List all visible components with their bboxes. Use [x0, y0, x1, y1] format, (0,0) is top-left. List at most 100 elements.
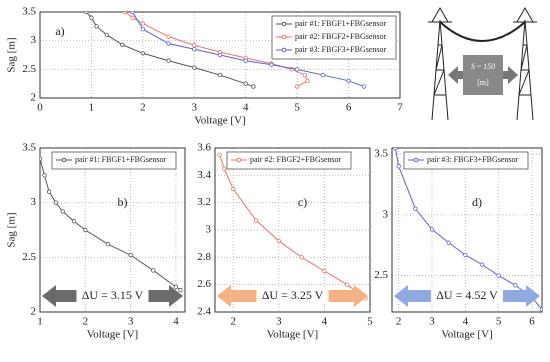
data-point: [294, 67, 300, 72]
data-point: [192, 47, 197, 52]
annotation-box: [431, 289, 503, 303]
x-tick-label: 6: [529, 316, 535, 328]
data-point: [302, 72, 308, 78]
x-tick-label: 7: [397, 102, 403, 114]
legend-marker: [413, 157, 419, 163]
data-point: [294, 84, 300, 89]
x-tick-label: 4: [322, 316, 328, 328]
data-point: [120, 42, 125, 47]
data-point: [479, 262, 485, 267]
plot-frame: [391, 147, 543, 313]
data-point: [251, 84, 256, 89]
x-tick-label: 2: [396, 316, 402, 328]
data-point: [269, 62, 274, 67]
x-tick-label: 6: [346, 102, 352, 114]
data-point: [130, 12, 135, 15]
y-tick-label: 3.5: [22, 142, 36, 154]
plot-area: [84, 12, 367, 89]
series-line: [219, 154, 366, 299]
annotation: ΔU = 3.15 V: [82, 288, 144, 302]
data-point: [71, 219, 77, 224]
legend-entry: pair #2: FBGF2+FBGsensor: [250, 155, 342, 164]
plot-frame: [39, 147, 186, 313]
annotation-box: [256, 289, 329, 303]
legend-entry: pair #1: FBGF1+FBGsensor: [295, 19, 387, 28]
panel-label: d): [472, 195, 482, 209]
data-point: [305, 78, 310, 83]
series-line: [394, 148, 542, 310]
y-tick-label: 2: [31, 306, 37, 318]
data-point: [140, 21, 146, 26]
span-label: S ~ 150: [471, 62, 495, 71]
legend-box: [51, 151, 177, 170]
panel-label: b): [118, 195, 128, 209]
x-tick-label: 3: [429, 316, 435, 328]
x-tick-label: 2: [83, 316, 89, 328]
data-point: [243, 58, 248, 63]
legend-marker: [61, 157, 67, 163]
x-axis-label: Voltage [V]: [441, 329, 492, 341]
plot-area: [40, 156, 183, 293]
plot-area: [393, 148, 542, 312]
data-point: [89, 15, 94, 20]
legend-entry: pair #2: FBGF2+FBGsensor: [295, 32, 387, 41]
data-point: [221, 166, 227, 171]
y-tick-label: 2.4: [197, 306, 211, 318]
data-point: [166, 58, 171, 63]
tower-diagram: [428, 6, 537, 121]
data-point: [122, 12, 128, 15]
x-tick-label: 4: [463, 316, 469, 328]
data-point: [42, 173, 47, 178]
data-point: [539, 307, 542, 312]
data-point: [463, 252, 468, 258]
y-tick-label: 3: [31, 196, 37, 208]
series-line: [85, 12, 254, 88]
x-tick-label: 5: [367, 316, 373, 328]
y-axis-label: Sag [m]: [6, 212, 18, 247]
x-axis-label: Voltage [V]: [87, 329, 138, 341]
data-point: [253, 218, 259, 223]
x-tick-label: 2: [140, 102, 146, 114]
data-point: [217, 52, 223, 58]
data-point: [105, 242, 111, 247]
legend-box: [403, 151, 529, 170]
data-point: [166, 41, 171, 46]
data-point: [192, 65, 197, 70]
data-point: [104, 32, 110, 38]
series-line: [40, 158, 181, 291]
y-tick-label: 2.5: [22, 251, 36, 263]
legend-marker: [281, 34, 287, 40]
data-point: [94, 24, 99, 29]
data-point: [178, 287, 183, 293]
x-tick-label: 1: [37, 316, 43, 328]
data-point: [413, 206, 418, 211]
panel-label: c): [298, 195, 307, 209]
span-unit: [m]: [477, 78, 489, 87]
x-tick-label: 3: [128, 316, 134, 328]
data-point: [46, 189, 52, 194]
data-point: [429, 227, 435, 232]
x-tick-label: 4: [173, 316, 179, 328]
data-point: [513, 283, 518, 288]
y-tick-label: 3.5: [374, 148, 388, 160]
data-point: [40, 156, 43, 162]
data-point: [83, 227, 88, 233]
annotation: ΔU = 4.52 V: [436, 288, 498, 302]
x-tick-label: 2: [230, 316, 236, 328]
data-point: [243, 81, 248, 86]
y-tick-label: 3.6: [197, 142, 211, 154]
data-point: [192, 43, 197, 48]
y-tick-label: 3.4: [197, 169, 211, 181]
legend-entry: pair #3: FBGF3+FBGsensor: [427, 155, 519, 164]
data-point: [345, 282, 350, 287]
plot-frame: [39, 11, 401, 99]
y-tick-label: 3.5: [22, 6, 36, 18]
annotation-box: [76, 289, 149, 303]
x-tick-label: 4: [243, 102, 249, 114]
x-axis-label: Voltage [V]: [194, 115, 245, 127]
data-point: [361, 84, 367, 89]
x-tick-label: 3: [276, 316, 282, 328]
y-tick-label: 3.2: [197, 196, 211, 208]
x-tick-label: 5: [294, 102, 300, 114]
data-point: [299, 255, 304, 260]
